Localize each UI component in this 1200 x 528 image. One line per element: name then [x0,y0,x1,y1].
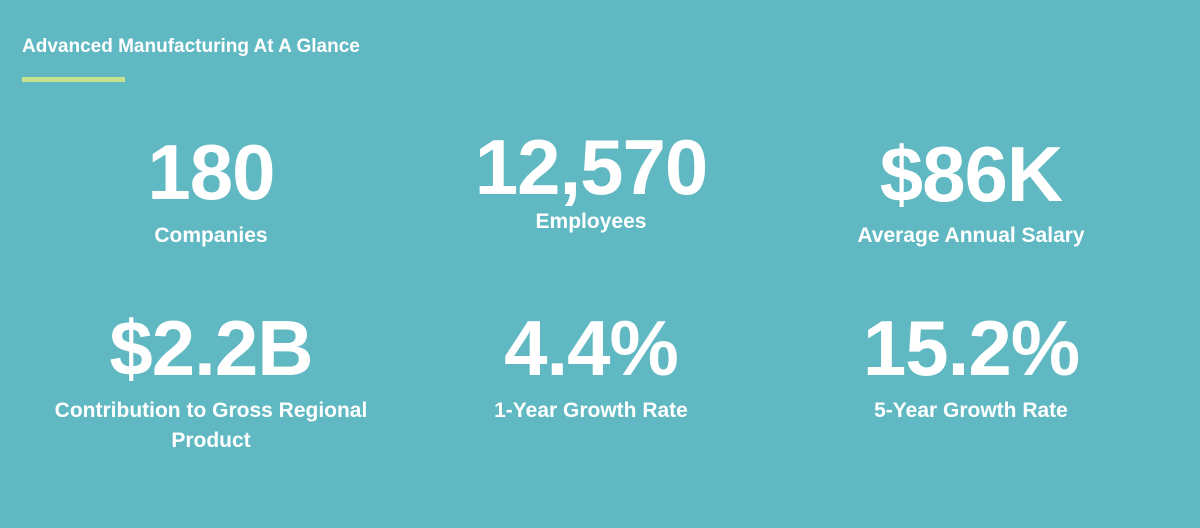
stat: $86K Average Annual Salary [781,135,1161,251]
stat-value: 4.4% [504,304,679,392]
stat-value: $2.2B [109,304,313,392]
stat-label: Employees [535,210,647,233]
title-underline [22,77,125,82]
stat: 4.4% 1-Year Growth Rate [401,309,781,426]
stat-value: 12,570 [474,123,709,211]
stat: 15.2% 5-Year Growth Rate [781,309,1161,426]
stat: 180 Companies [21,133,401,251]
stat-label: Average Annual Salary [857,224,1085,247]
title: Advanced Manufacturing At A Glance [22,36,360,57]
stat: 12,570 Employees [401,128,781,237]
stat-label: Contribution to Gross Regional Product [54,399,368,452]
stat-value: 180 [147,128,275,216]
stat-value: $86K [879,130,1063,218]
stat-label: 5-Year Growth Rate [874,399,1068,422]
stat-value: 15.2% [862,304,1080,392]
stat-label: 1-Year Growth Rate [494,399,688,422]
stat-label: Companies [154,224,268,247]
stat: $2.2B Contribution to Gross Regional Pro… [21,309,401,456]
